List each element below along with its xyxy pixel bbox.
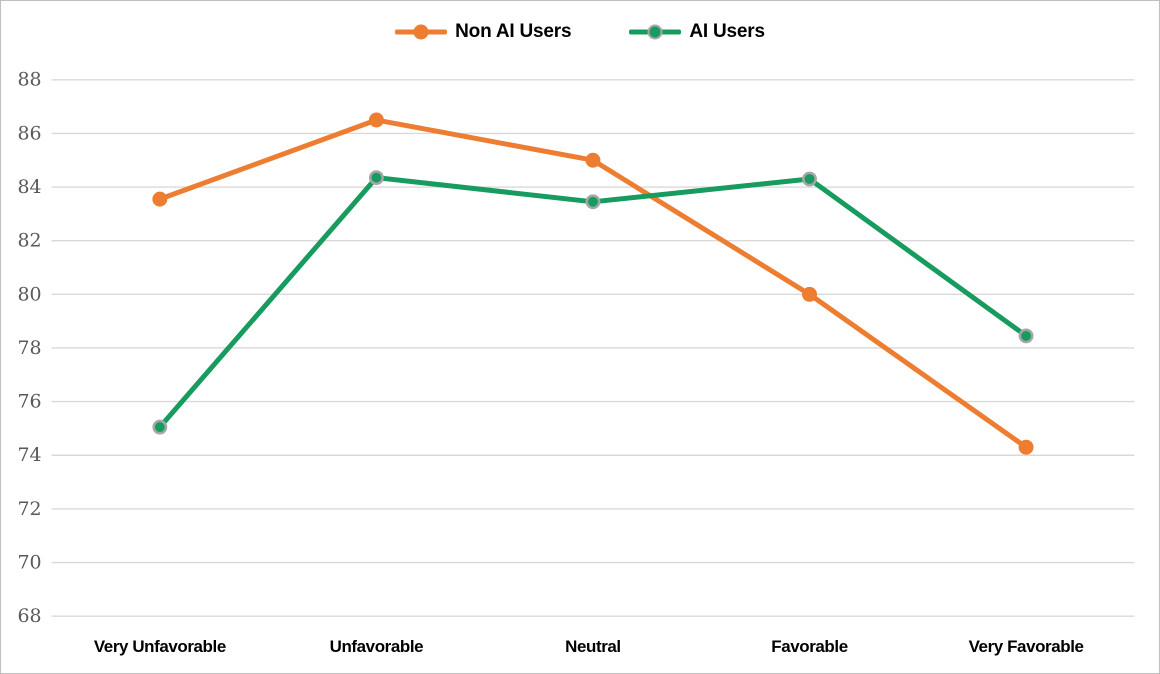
legend-label-non-ai-users: Non AI Users bbox=[455, 21, 572, 42]
data-point-non-ai-users-very-favorable bbox=[1018, 439, 1034, 455]
y-axis-tick-label: 72 bbox=[17, 498, 41, 520]
y-axis-tick-label: 82 bbox=[17, 230, 41, 252]
x-axis-label-favorable: Favorable bbox=[771, 637, 847, 656]
series-line-non-ai-users bbox=[157, 117, 1029, 450]
legend-marker-ai-users-icon bbox=[629, 24, 682, 40]
x-axis-label-very-unfavorable: Very Unfavorable bbox=[94, 637, 226, 656]
data-point-ai-users-very-unfavorable bbox=[152, 419, 168, 435]
x-axis-label-neutral: Neutral bbox=[565, 637, 621, 656]
y-axis-tick-label: 70 bbox=[17, 552, 41, 574]
y-axis-tick-label: 86 bbox=[17, 122, 41, 144]
y-axis-tick-label: 74 bbox=[17, 444, 41, 466]
legend-item-ai-users: AI Users bbox=[629, 21, 765, 43]
y-axis-tick-label: 68 bbox=[17, 605, 41, 627]
x-axis-label-very-favorable: Very Favorable bbox=[969, 637, 1084, 656]
data-point-non-ai-users-very-unfavorable bbox=[152, 191, 168, 207]
chart-legend: Non AI Users AI Users bbox=[1, 21, 1159, 43]
y-axis-tick-label: 80 bbox=[17, 283, 41, 305]
y-axis-tick-label: 76 bbox=[17, 391, 41, 413]
legend-marker-non-ai-users-icon bbox=[395, 24, 448, 40]
data-point-non-ai-users-neutral bbox=[585, 152, 601, 168]
data-point-ai-users-favorable bbox=[802, 171, 817, 187]
series-line-ai-users bbox=[157, 175, 1029, 430]
x-axis-label-unfavorable: Unfavorable bbox=[330, 637, 423, 656]
data-point-ai-users-unfavorable bbox=[368, 170, 384, 186]
legend-item-non-ai-users: Non AI Users bbox=[395, 21, 572, 43]
data-point-non-ai-users-favorable bbox=[802, 286, 817, 302]
data-point-non-ai-users-unfavorable bbox=[368, 112, 384, 128]
y-axis-tick-label: 84 bbox=[17, 176, 41, 198]
legend-label-ai-users: AI Users bbox=[689, 21, 765, 42]
data-point-ai-users-neutral bbox=[585, 194, 601, 210]
y-axis-tick-label: 78 bbox=[17, 337, 41, 359]
y-axis-tick-label: 88 bbox=[17, 69, 41, 91]
data-point-ai-users-very-favorable bbox=[1018, 328, 1034, 344]
